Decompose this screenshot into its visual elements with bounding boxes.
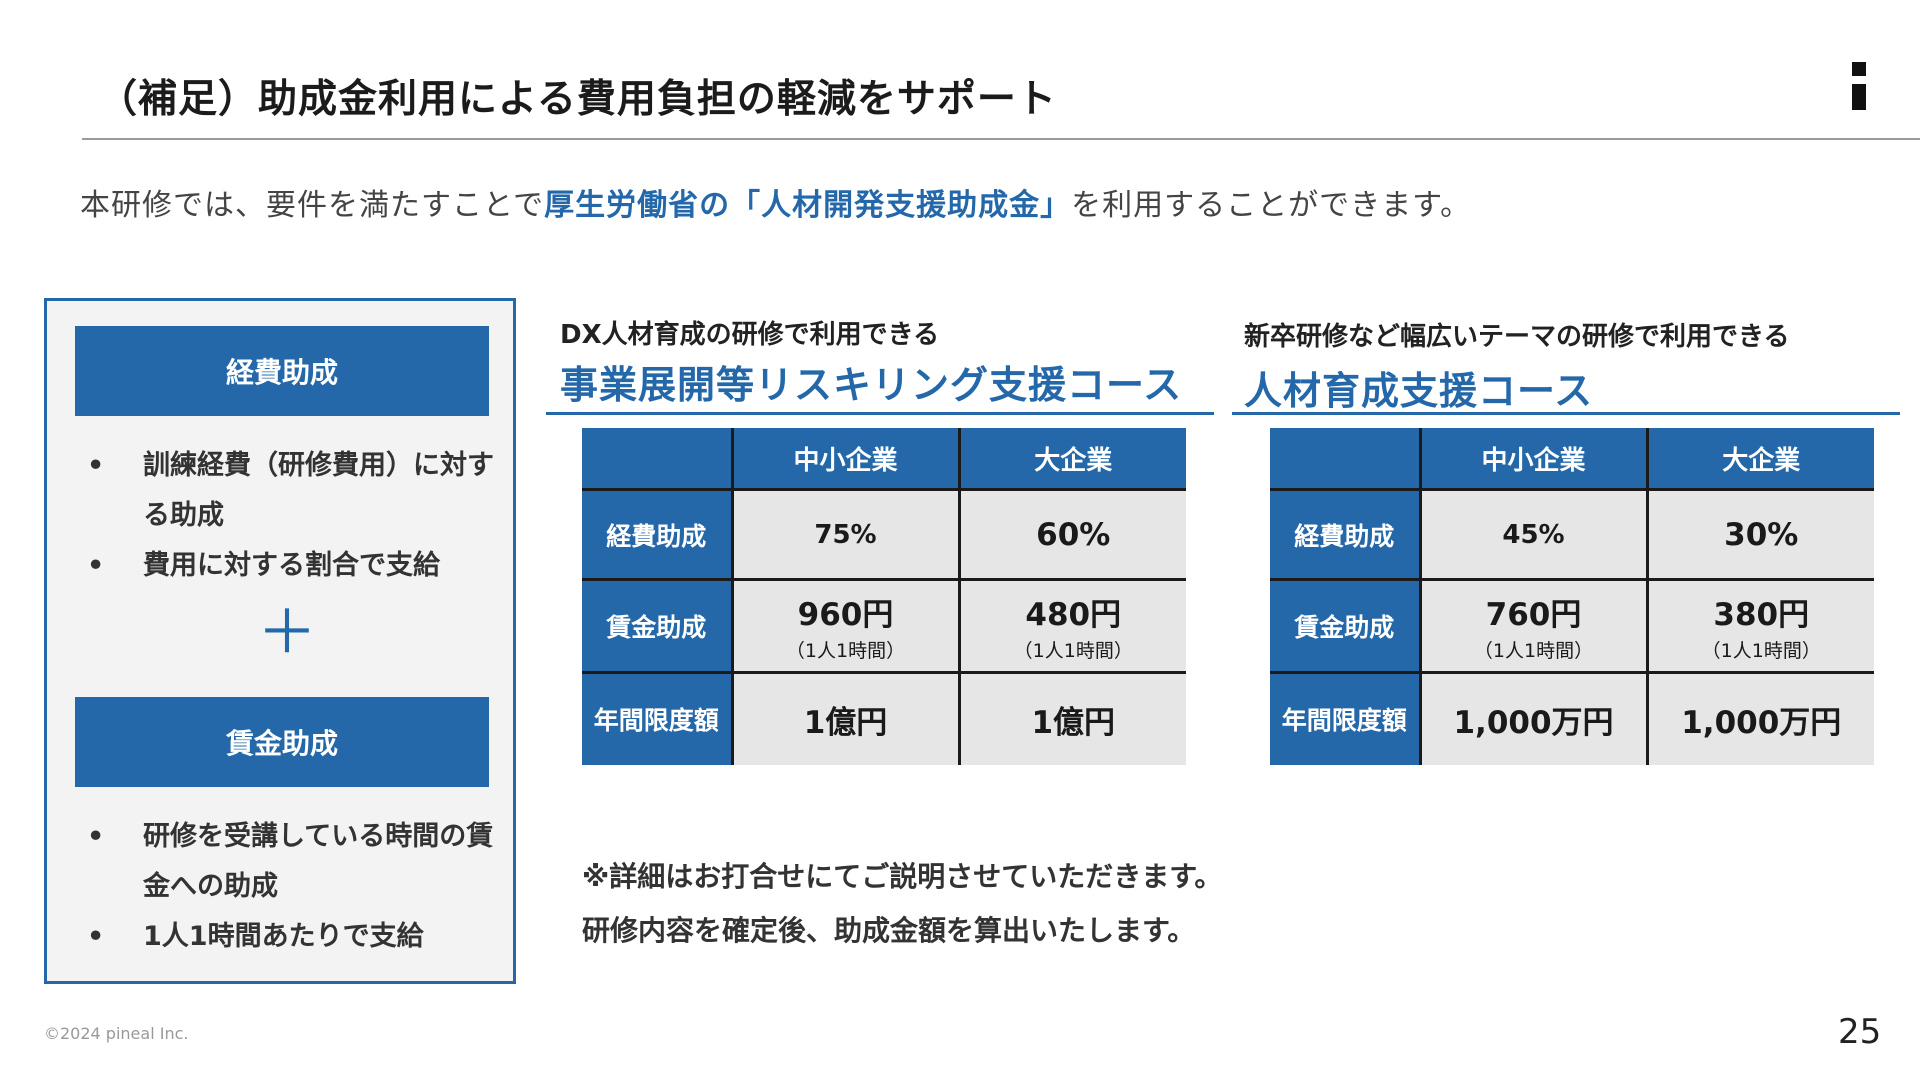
course1-underline	[546, 412, 1214, 415]
cell-value: 960円	[797, 597, 894, 633]
intro-after: を利用することができます。	[1071, 188, 1472, 223]
table-cell: 1,000万円	[1645, 671, 1874, 765]
table-cell: 480円 （1人1時間）	[957, 578, 1186, 673]
table-row: 年間限度額 1億円 1億円	[582, 671, 1186, 765]
col-header-large: 大企業	[957, 428, 1186, 490]
brand-logo-mark	[1852, 62, 1866, 110]
list-item: 研修を受講している時間の賃金への助成	[87, 812, 497, 912]
cell-value: 480円	[1025, 597, 1122, 633]
table-cell: 1,000万円	[1418, 671, 1647, 765]
copyright: ©2024 pineal Inc.	[44, 1024, 189, 1043]
course1-subtitle: DX人材育成の研修で利用できる	[560, 320, 940, 350]
row-header: 年間限度額	[1270, 671, 1420, 765]
course1-table: 中小企業 大企業 経費助成 75% 60% 賃金助成 960円 （1人1時間） …	[582, 428, 1186, 765]
course2-name: 人材育成支援コース	[1244, 369, 1594, 413]
table-cell: 1億円	[957, 671, 1186, 765]
intro-before: 本研修では、要件を満たすことで	[80, 188, 545, 223]
cell-note: （1人1時間）	[1473, 640, 1594, 662]
table-row: 賃金助成 760円 （1人1時間） 380円 （1人1時間）	[1270, 578, 1874, 673]
table-row: 賃金助成 960円 （1人1時間） 480円 （1人1時間）	[582, 578, 1186, 673]
course2-underline	[1232, 412, 1900, 415]
cell-note: （1人1時間）	[1701, 640, 1821, 662]
table-cell: 380円 （1人1時間）	[1645, 578, 1874, 673]
subsidy-types-panel: 経費助成 訓練経費（研修費用）に対する助成 費用に対する割合で支給 ＋ 賃金助成…	[44, 298, 516, 984]
table-header-row: 中小企業 大企業	[582, 428, 1186, 490]
page-number: 25	[1838, 1012, 1882, 1052]
wage-subsidy-bullets: 研修を受講している時間の賃金への助成 1人1時間あたりで支給	[87, 812, 497, 962]
table-row: 経費助成 75% 60%	[582, 488, 1186, 580]
cell-note: （1人1時間）	[1013, 640, 1133, 662]
table-row: 年間限度額 1,000万円 1,000万円	[1270, 671, 1874, 765]
expense-subsidy-bullets: 訓練経費（研修費用）に対する助成 費用に対する割合で支給	[87, 441, 497, 591]
table-cell: 760円 （1人1時間）	[1418, 578, 1647, 673]
row-header: 経費助成	[582, 488, 732, 580]
course2-subtitle: 新卒研修など幅広いテーマの研修で利用できる	[1244, 322, 1790, 352]
footnote-line: ※詳細はお打合せにてご説明させていただきます。	[582, 860, 1223, 893]
table-cell: 30%	[1645, 488, 1874, 580]
table-corner	[1270, 428, 1420, 490]
cell-value: 760円	[1485, 597, 1582, 633]
list-item: 1人1時間あたりで支給	[87, 912, 497, 962]
intro-text: 本研修では、要件を満たすことで厚生労働省の「人材開発支援助成金」を利用することが…	[80, 180, 1471, 224]
intro-highlight: 厚生労働省の「人材開発支援助成金」	[544, 188, 1072, 223]
header-divider	[82, 138, 1920, 140]
expense-subsidy-heading: 経費助成	[75, 326, 489, 416]
row-header: 賃金助成	[1270, 578, 1420, 673]
table-cell: 75%	[730, 488, 959, 580]
col-header-large: 大企業	[1645, 428, 1874, 490]
col-header-sme: 中小企業	[730, 428, 959, 490]
page-title: （補足）助成金利用による費用負担の軽減をサポート	[98, 77, 1057, 122]
wage-subsidy-heading: 賃金助成	[75, 697, 489, 787]
row-header: 賃金助成	[582, 578, 732, 673]
table-cell: 60%	[957, 488, 1186, 580]
table-header-row: 中小企業 大企業	[1270, 428, 1874, 490]
course2-table: 中小企業 大企業 経費助成 45% 30% 賃金助成 760円 （1人1時間） …	[1270, 428, 1874, 765]
cell-note: （1人1時間）	[785, 640, 906, 662]
col-header-sme: 中小企業	[1418, 428, 1647, 490]
footnote: ※詳細はお打合せにてご説明させていただきます。 研修内容を確定後、助成金額を算出…	[582, 850, 1222, 958]
list-item: 費用に対する割合で支給	[87, 541, 497, 591]
list-item: 訓練経費（研修費用）に対する助成	[87, 441, 497, 541]
table-row: 経費助成 45% 30%	[1270, 488, 1874, 580]
table-corner	[582, 428, 732, 490]
table-cell: 45%	[1418, 488, 1647, 580]
row-header: 年間限度額	[582, 671, 732, 765]
course1-name: 事業展開等リスキリング支援コース	[560, 363, 1183, 407]
plus-icon: ＋	[257, 598, 317, 668]
footnote-line: 研修内容を確定後、助成金額を算出いたします。	[582, 914, 1196, 947]
table-cell: 1億円	[730, 671, 959, 765]
table-cell: 960円 （1人1時間）	[730, 578, 959, 673]
cell-value: 380円	[1713, 597, 1810, 633]
row-header: 経費助成	[1270, 488, 1420, 580]
